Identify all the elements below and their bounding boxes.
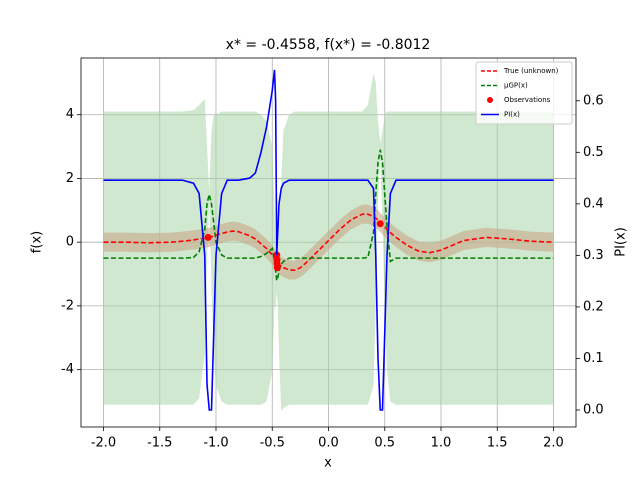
- confidence-band: [103, 204, 554, 280]
- y-tick-label: -2: [61, 298, 74, 313]
- legend: True (unknown) μGP(x) Observations PI(x): [475, 61, 573, 125]
- y2-axis-label: PI(x): [614, 227, 629, 257]
- legend-marker: [487, 97, 493, 103]
- y-axis-label: f(x): [30, 231, 45, 253]
- series-line: [103, 69, 554, 411]
- chart-title: x* = -0.4558, f(x*) = -0.8012: [226, 37, 431, 53]
- y2-tick-label: 0.5: [583, 145, 604, 160]
- y2-tick-label: 0.4: [583, 196, 604, 211]
- observation-point: [204, 233, 212, 241]
- y2-tick-label: 0.2: [583, 299, 604, 314]
- y2-tick-label: 0.6: [583, 93, 604, 108]
- x-tick-label: 0.0: [318, 436, 339, 451]
- x-axis-label: x: [324, 456, 332, 471]
- series-line: [103, 149, 554, 281]
- y-tick-label: 0: [66, 235, 74, 250]
- legend-label: μGP(x): [504, 82, 528, 90]
- x-tick-label: 2.0: [543, 436, 564, 451]
- y-tick-label: 4: [66, 107, 74, 122]
- y2-tick-label: 0.1: [583, 351, 604, 366]
- legend-label: True (unknown): [503, 67, 559, 75]
- observation-point: [376, 220, 384, 228]
- x-tick-label: -1.0: [203, 436, 228, 451]
- x-tick-label: 1.0: [431, 436, 452, 451]
- x-tick-label: -0.5: [260, 436, 285, 451]
- y-tick-label: -4: [61, 362, 74, 377]
- observation-point: [273, 264, 281, 272]
- legend-label: Observations: [504, 96, 551, 104]
- x-tick-label: -2.0: [91, 436, 116, 451]
- x-tick-label: 1.5: [487, 436, 508, 451]
- legend-label: PI(x): [504, 111, 520, 119]
- y-tick-label: 2: [66, 171, 74, 186]
- x-tick-label: 0.5: [374, 436, 395, 451]
- x-tick-label: -1.5: [147, 436, 172, 451]
- y2-tick-label: 0.0: [583, 402, 604, 417]
- legend-box: [475, 61, 573, 125]
- y2-tick-label: 0.3: [583, 248, 604, 263]
